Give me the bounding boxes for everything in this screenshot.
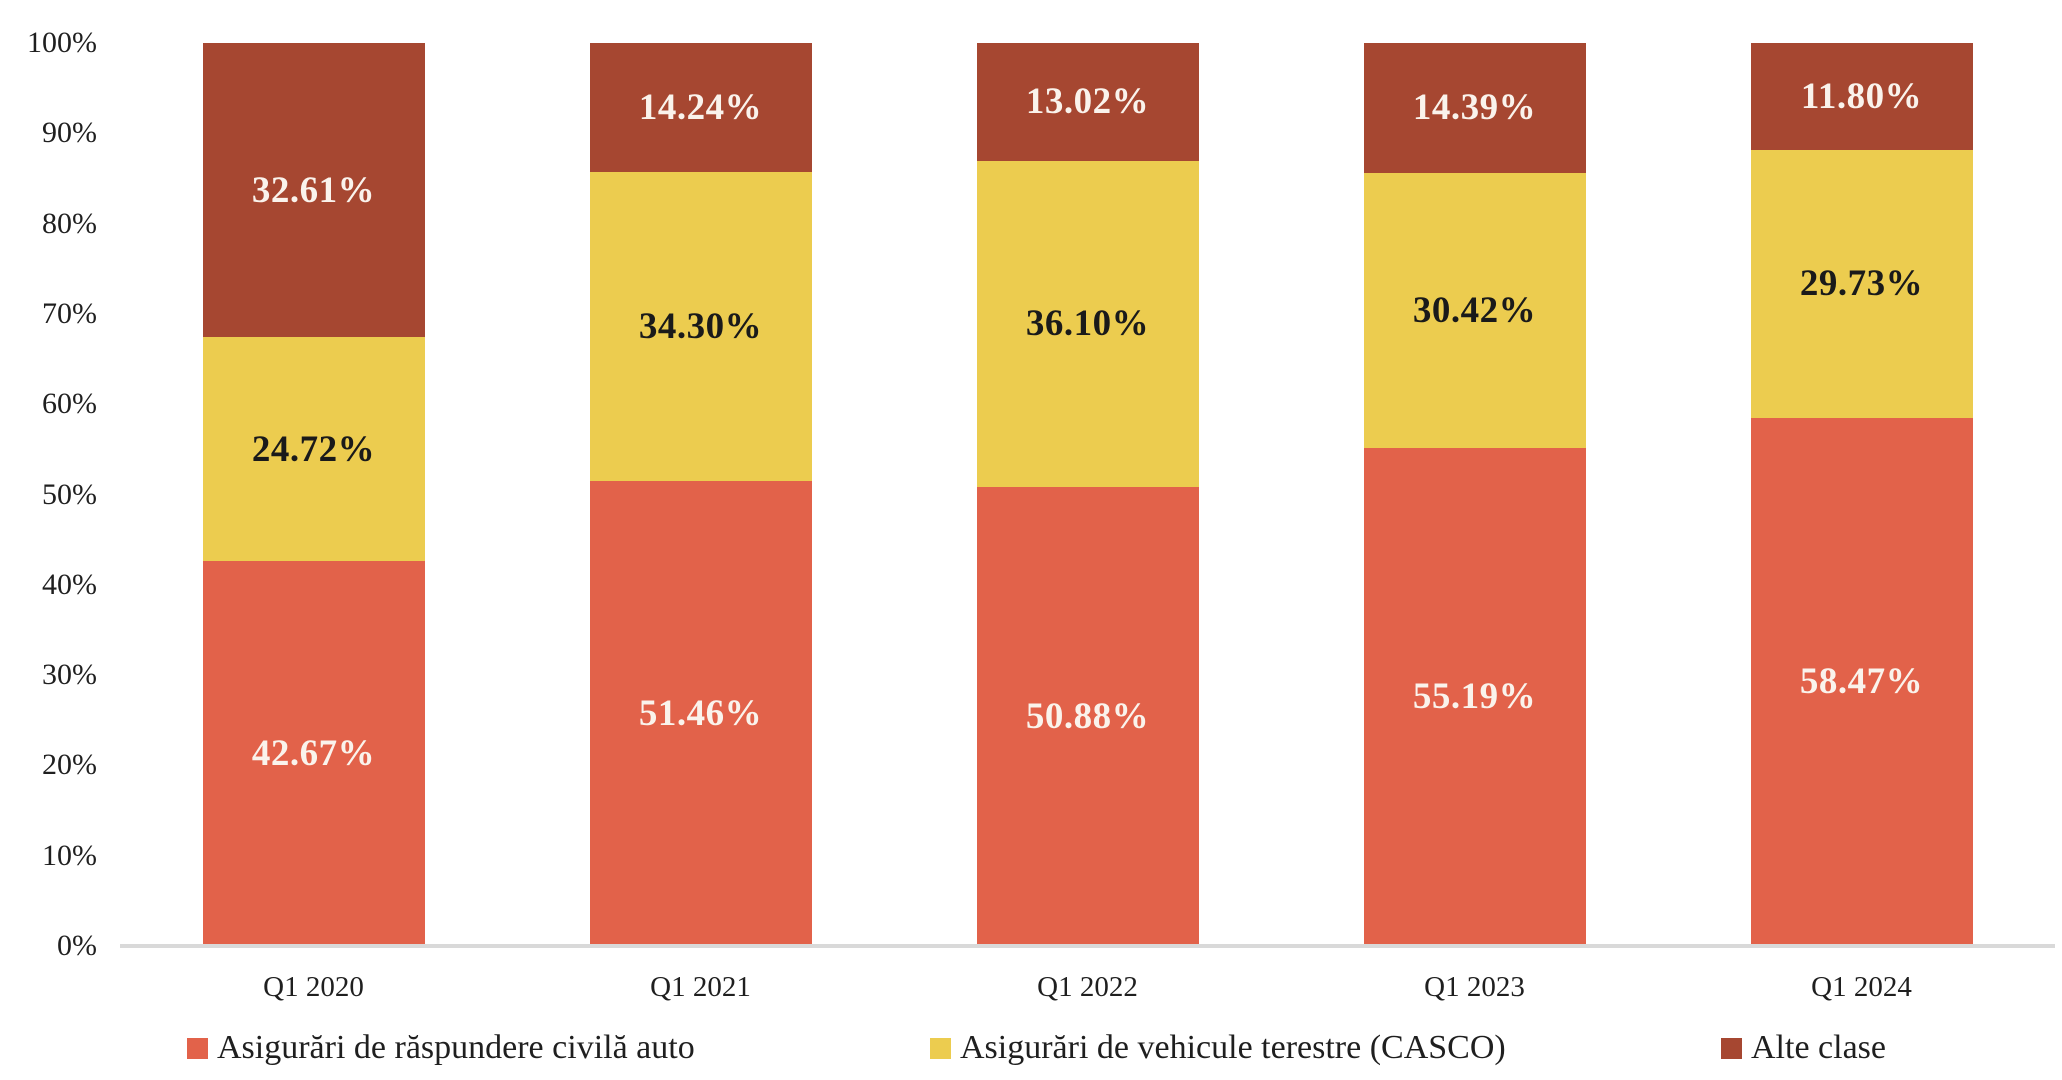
bar-segment-alte-clase: 11.80% bbox=[1750, 43, 1973, 150]
bar-segment-asigur-ri-de-r-spundere-civil-auto: 51.46% bbox=[589, 481, 812, 946]
y-tick-label: 0% bbox=[57, 929, 97, 962]
bar-q1-2024: 11.80% 29.73% 58.47% bbox=[1750, 43, 1973, 946]
bar-segment-asigur-ri-de-vehicule-terestre-casco: 30.42% bbox=[1363, 172, 1586, 448]
bar-value-label: 50.88% bbox=[1025, 695, 1150, 737]
bar-segment-asigur-ri-de-vehicule-terestre-casco: 36.10% bbox=[976, 160, 1199, 487]
bar-value-label: 36.10% bbox=[1025, 303, 1150, 345]
bar-value-label: 30.42% bbox=[1412, 289, 1537, 331]
legend-label: Asigurări de răspundere civilă auto bbox=[217, 1029, 695, 1066]
bar-q1-2023: 14.39% 30.42% 55.19% bbox=[1363, 43, 1586, 946]
bar-q1-2020: 32.61% 24.72% 42.67% bbox=[202, 43, 425, 946]
bar-value-label: 51.46% bbox=[638, 693, 763, 735]
x-axis-line bbox=[120, 944, 2055, 948]
legend-label: Alte clase bbox=[1751, 1029, 1886, 1066]
legend-marker-icon bbox=[1721, 1037, 1742, 1059]
bar-segment-asigur-ri-de-vehicule-terestre-casco: 34.30% bbox=[589, 171, 812, 482]
bar-segment-alte-clase: 14.24% bbox=[589, 43, 812, 172]
bar-value-label: 14.39% bbox=[1412, 87, 1537, 129]
bar-segment-alte-clase: 14.39% bbox=[1363, 43, 1586, 173]
bar-value-label: 29.73% bbox=[1799, 263, 1924, 305]
bar-value-label: 11.80% bbox=[1800, 75, 1923, 117]
legend-item-asigur-ri-de-r-spundere-civil-auto: Asigurări de răspundere civilă auto bbox=[187, 1026, 695, 1070]
y-tick-label: 10% bbox=[42, 838, 97, 872]
bar-value-label: 42.67% bbox=[251, 732, 376, 774]
y-tick-label: 60% bbox=[42, 387, 97, 421]
bar-value-label: 32.61% bbox=[251, 169, 376, 211]
bar-value-label: 14.24% bbox=[638, 86, 763, 128]
y-tick-label: 50% bbox=[42, 477, 97, 511]
legend-item-asigur-ri-de-vehicule-terestre-casco: Asigurări de vehicule terestre (CASCO) bbox=[930, 1026, 1506, 1070]
y-tick-label: 70% bbox=[42, 296, 97, 330]
y-tick-label: 80% bbox=[42, 206, 97, 240]
y-tick-label: 100% bbox=[27, 26, 97, 59]
x-tick-label-q1-2020: Q1 2020 bbox=[263, 971, 364, 1003]
bar-segment-asigur-ri-de-r-spundere-civil-auto: 50.88% bbox=[976, 486, 1199, 946]
x-tick-label-q1-2022: Q1 2022 bbox=[1037, 971, 1138, 1003]
bar-value-label: 13.02% bbox=[1025, 81, 1150, 123]
y-tick-label: 40% bbox=[42, 567, 97, 601]
x-tick-label-q1-2021: Q1 2021 bbox=[650, 971, 751, 1003]
bar-segment-asigur-ri-de-vehicule-terestre-casco: 24.72% bbox=[202, 337, 425, 561]
bar-value-label: 55.19% bbox=[1412, 676, 1537, 718]
y-tick-label: 90% bbox=[42, 116, 97, 150]
bar-segment-asigur-ri-de-r-spundere-civil-auto: 55.19% bbox=[1363, 447, 1586, 946]
bar-q1-2022: 13.02% 36.10% 50.88% bbox=[976, 43, 1199, 946]
y-tick-label: 20% bbox=[42, 748, 97, 782]
bar-segment-asigur-ri-de-r-spundere-civil-auto: 58.47% bbox=[1750, 418, 1973, 946]
y-tick-label: 30% bbox=[42, 658, 97, 692]
bar-value-label: 58.47% bbox=[1799, 661, 1924, 703]
bar-segment-asigur-ri-de-vehicule-terestre-casco: 29.73% bbox=[1750, 149, 1973, 418]
bar-segment-alte-clase: 32.61% bbox=[202, 43, 425, 338]
legend-marker-icon bbox=[930, 1037, 951, 1059]
bar-q1-2021: 14.24% 34.30% 51.46% bbox=[589, 43, 812, 946]
bar-value-label: 24.72% bbox=[251, 428, 376, 470]
legend-label: Asigurări de vehicule terestre (CASCO) bbox=[960, 1029, 1506, 1066]
bar-value-label: 34.30% bbox=[638, 305, 763, 347]
x-tick-label-q1-2024: Q1 2024 bbox=[1811, 971, 1912, 1003]
legend-marker-icon bbox=[187, 1037, 208, 1059]
bar-segment-asigur-ri-de-r-spundere-civil-auto: 42.67% bbox=[202, 560, 425, 946]
legend-item-alte-clase: Alte clase bbox=[1721, 1026, 1886, 1070]
bar-segment-alte-clase: 13.02% bbox=[976, 43, 1199, 161]
x-tick-label-q1-2023: Q1 2023 bbox=[1424, 971, 1525, 1003]
